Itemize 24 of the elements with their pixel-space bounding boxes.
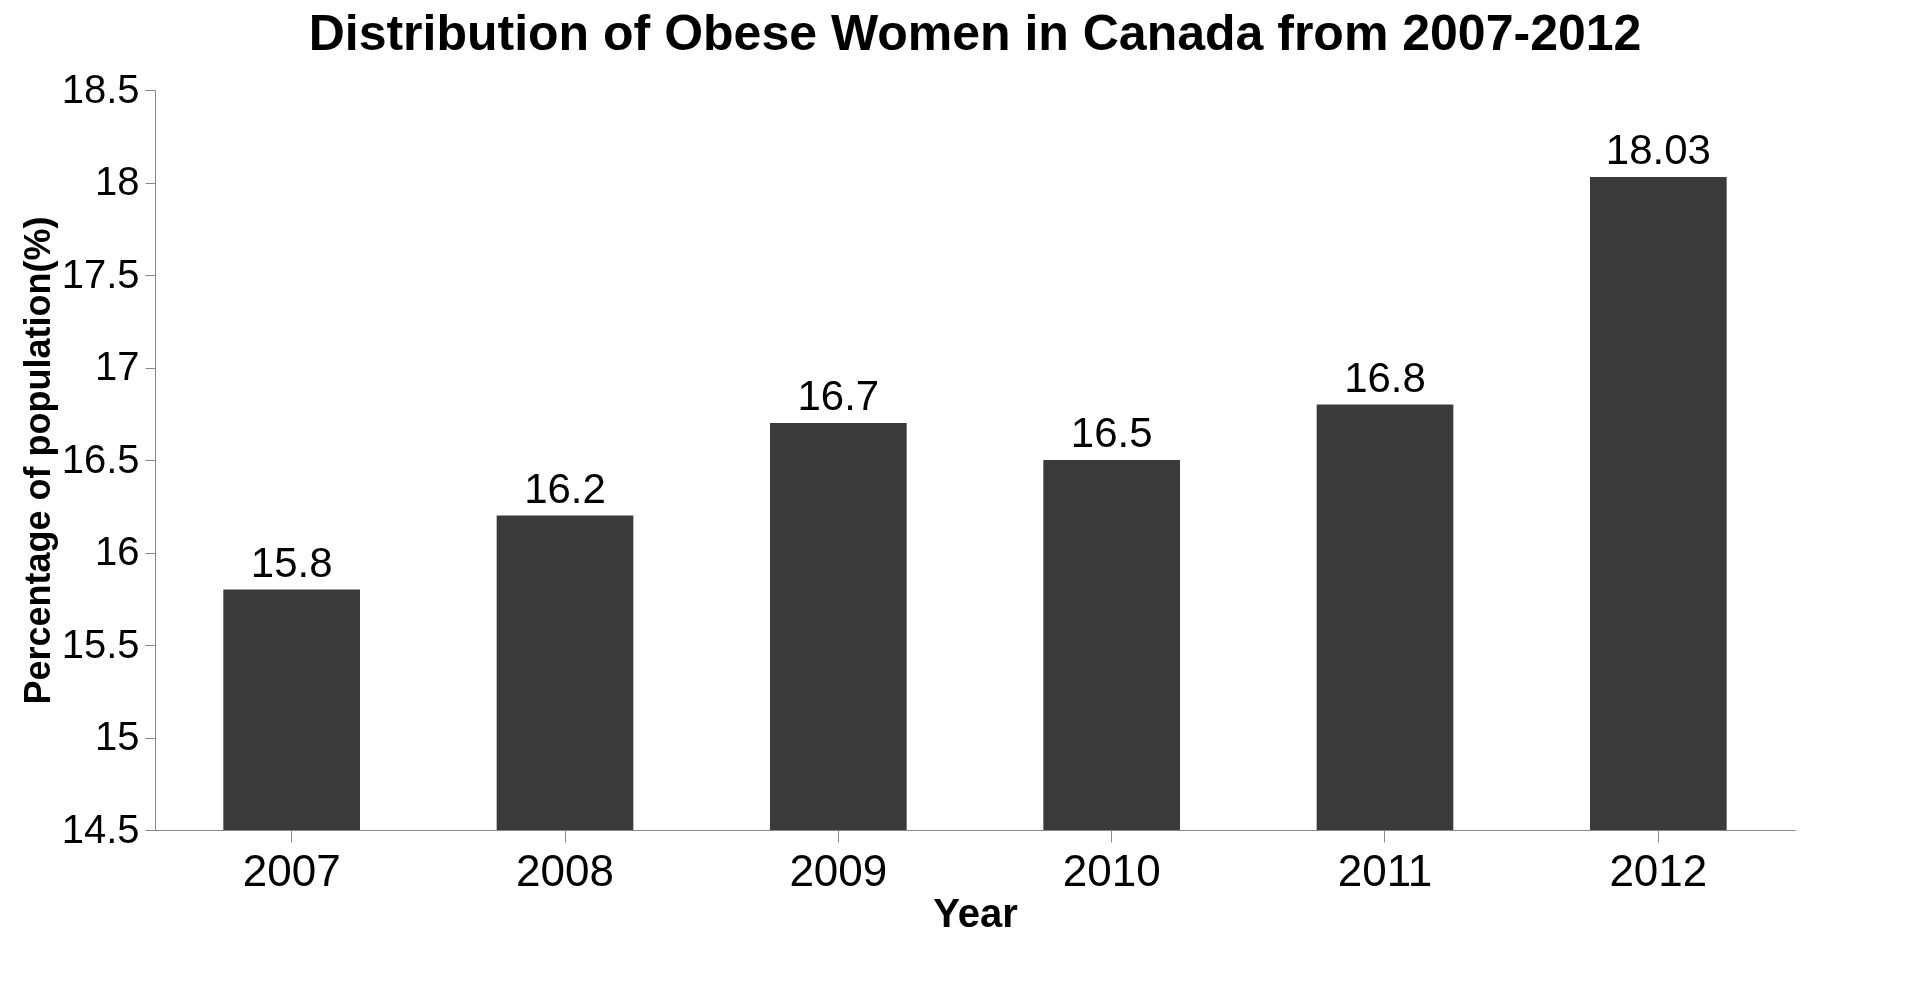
x-axis-title: Year: [933, 890, 1018, 935]
chart-title: Distribution of Obese Women in Canada from 2007-2012: [308, 5, 1642, 61]
data-label: 15.8: [250, 538, 333, 586]
x-tick-label: 2009: [789, 845, 888, 895]
y-tick-label: 16: [95, 529, 140, 573]
y-tick-label: 18.5: [61, 66, 140, 111]
y-tick-label: 15: [95, 714, 140, 758]
data-label: 16.2: [524, 464, 606, 512]
y-tick-label: 16.5: [61, 436, 140, 481]
data-label: 16.8: [1344, 353, 1426, 401]
data-label: 16.7: [797, 372, 880, 419]
data-label: 18.03: [1605, 125, 1711, 173]
y-axis-title: Percentage of population(%): [16, 216, 58, 705]
y-tick-label: 14.5: [61, 806, 140, 851]
x-tick-label: 2011: [1337, 845, 1433, 895]
y-tick-label: 17.5: [61, 251, 140, 296]
y-tick-label: 17: [95, 344, 140, 388]
x-tick-label: 2012: [1609, 845, 1708, 895]
x-tick-label: 2010: [1062, 845, 1161, 895]
x-tick-label: 2008: [516, 845, 614, 895]
x-tick-label: 2007: [242, 845, 341, 895]
y-tick-label: 18: [95, 159, 140, 203]
y-tick-label: 15.5: [61, 621, 140, 666]
data-label: 16.5: [1070, 409, 1153, 456]
